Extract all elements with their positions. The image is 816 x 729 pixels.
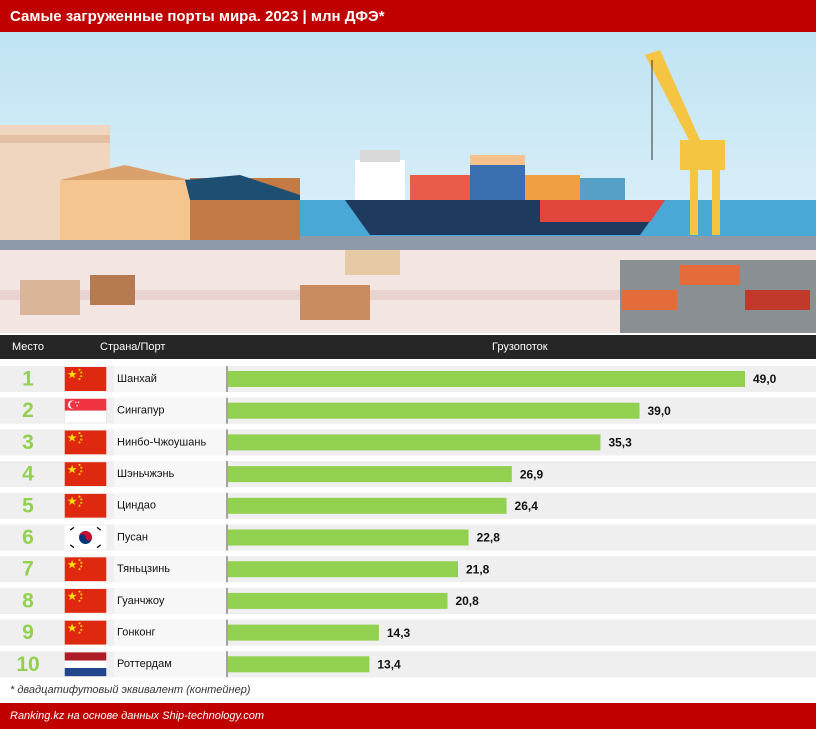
port-name: Шэньчжэнь — [117, 468, 175, 480]
row-cell — [114, 587, 226, 614]
rank: 10 — [16, 653, 39, 676]
scene-shape — [60, 180, 190, 240]
port-name: Сингапур — [117, 405, 165, 417]
rank: 9 — [22, 621, 34, 644]
scene-shape — [0, 290, 816, 300]
scene-shape — [20, 280, 80, 315]
row-cell — [114, 524, 226, 551]
source: Ranking.kz на основе данных Ship-technol… — [10, 710, 264, 722]
bar — [228, 592, 448, 609]
row-cell — [114, 651, 226, 678]
bar — [228, 656, 370, 673]
title-bar — [0, 0, 816, 32]
footer-bar — [0, 703, 816, 729]
rank: 5 — [22, 494, 34, 517]
flag — [64, 525, 107, 550]
flag — [64, 398, 107, 423]
chart-title: Самые загруженные порты мира. 2023 | млн… — [10, 8, 385, 25]
port-name: Нинбо-Чжоушань — [117, 436, 206, 448]
scene-shape — [525, 175, 580, 200]
value-label: 22,8 — [477, 531, 501, 545]
rank: 6 — [22, 526, 34, 549]
row-cell — [114, 366, 226, 392]
scene-shape — [410, 175, 470, 200]
value-label: 20,8 — [455, 594, 479, 608]
scene-shape — [580, 178, 625, 200]
flag — [64, 367, 107, 391]
row-cell — [114, 492, 226, 519]
flag — [64, 493, 107, 518]
port-name: Роттердам — [117, 658, 172, 670]
header-bar — [0, 335, 816, 359]
scene-shape — [540, 200, 665, 222]
flag — [64, 462, 107, 487]
bar — [228, 466, 512, 483]
scene-shape — [645, 50, 700, 142]
scene-shape — [60, 165, 190, 180]
rank: 1 — [22, 368, 34, 391]
row-cell — [114, 461, 226, 488]
bar — [228, 561, 459, 578]
scene-shape — [712, 170, 720, 235]
value-label: 21,8 — [466, 562, 490, 576]
port-name: Тяньцзинь — [117, 563, 170, 575]
rank: 4 — [22, 463, 34, 486]
scene-shape — [355, 160, 405, 200]
port-name: Шанхай — [117, 373, 157, 385]
scene-shape — [470, 165, 525, 200]
column-header: Место — [12, 341, 44, 353]
scene-shape — [185, 175, 300, 200]
value-label: 39,0 — [647, 404, 671, 418]
flag — [64, 652, 107, 677]
scene-shape — [680, 140, 725, 170]
illustration — [0, 32, 816, 333]
flags — [64, 367, 107, 677]
scene-shape — [690, 170, 698, 235]
value-label: 13,4 — [377, 657, 401, 671]
value-label: 26,4 — [515, 499, 539, 513]
column-header: Страна/Порт — [100, 341, 165, 353]
value-label: 26,9 — [520, 467, 544, 481]
scene-shape — [300, 285, 370, 320]
rank: 7 — [22, 558, 34, 581]
rank: 8 — [22, 589, 34, 612]
bar — [228, 497, 507, 514]
column-header: Грузопоток — [492, 341, 548, 353]
value-label: 35,3 — [608, 436, 632, 450]
footnote: * двадцатифутовый эквивалент (контейнер) — [10, 684, 251, 696]
flag — [64, 430, 107, 455]
row-cell — [114, 397, 226, 424]
flag — [64, 557, 107, 582]
scene-shape — [360, 150, 400, 162]
scene-shape — [622, 290, 677, 310]
row-cell — [114, 429, 226, 456]
scene-shape — [0, 135, 110, 143]
rank: 2 — [22, 399, 34, 422]
rank: 3 — [22, 431, 34, 454]
value-label: 49,0 — [753, 372, 777, 386]
port-name: Гуанчжоу — [117, 595, 165, 607]
bar — [228, 402, 640, 419]
bar — [228, 624, 379, 641]
row-cell — [114, 556, 226, 583]
flag — [64, 588, 107, 613]
scene-shape — [90, 275, 135, 305]
bar — [228, 371, 745, 387]
scene-shape — [680, 265, 740, 285]
port-name: Циндао — [117, 500, 156, 512]
port-name: Гонконг — [117, 627, 156, 639]
scene-shape — [745, 290, 810, 310]
bar — [228, 434, 601, 451]
value-label: 14,3 — [387, 626, 411, 640]
row-cell — [114, 619, 226, 646]
port-name: Пусан — [117, 531, 148, 543]
flag — [64, 620, 107, 645]
scene-shape — [345, 250, 400, 275]
bar — [228, 529, 469, 546]
scene-shape — [470, 155, 525, 165]
